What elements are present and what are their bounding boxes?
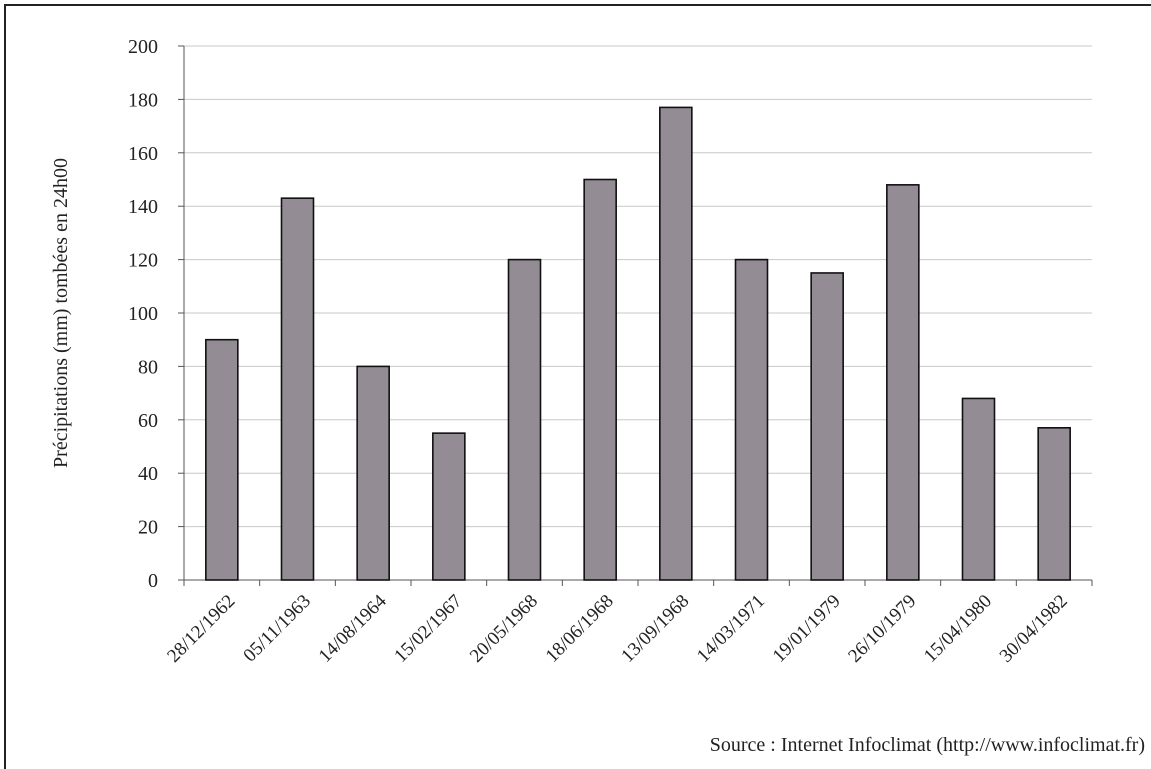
bar-26/10/1979 [886, 184, 920, 581]
bar-14/08/1964 [356, 365, 390, 581]
bar-30/04/1982 [1037, 427, 1071, 581]
y-tick-label: 80 [138, 356, 158, 378]
x-tick-label: 14/08/1964 [315, 590, 391, 666]
y-tick-label: 120 [128, 250, 158, 272]
x-tick-label: 15/04/1980 [920, 591, 996, 667]
bar-13/09/1968 [659, 106, 693, 581]
y-tick-label: 100 [128, 303, 158, 325]
x-tick-label: 28/12/1962 [163, 591, 239, 667]
x-tick-label: 30/04/1982 [996, 591, 1072, 667]
y-tick-label: 180 [128, 89, 158, 111]
bar-15/02/1967 [432, 432, 466, 581]
chart-frame [4, 4, 1151, 769]
y-tick-label: 200 [128, 36, 158, 58]
y-axis-title: Précipitations (mm) tombées en 24h00 [50, 158, 72, 468]
bar-18/06/1968 [583, 178, 617, 581]
x-tick-label: 26/10/1979 [844, 591, 920, 667]
x-tick-label: 14/03/1971 [693, 591, 769, 667]
x-tick-label: 13/09/1968 [617, 591, 693, 667]
x-tick-label: 20/05/1968 [466, 591, 542, 667]
bars [205, 106, 1071, 581]
y-tick-label: 160 [128, 143, 158, 165]
bar-05/11/1963 [280, 197, 315, 581]
x-tick-labels: 28/12/1962 05/11/1963 14/08/1964 15/02/1967… [163, 590, 1071, 666]
bar-28/12/1962 [205, 338, 239, 581]
bar-14/03/1971 [734, 258, 769, 581]
y-tick-label: 140 [128, 196, 158, 218]
gridlines [184, 45, 1092, 528]
x-tick-label: 05/11/1963 [239, 591, 315, 667]
bar-19/01/1979 [810, 272, 844, 581]
source-note: Source : Internet Infoclimat (http://www… [709, 734, 1145, 756]
y-tick-label: 40 [138, 463, 158, 485]
y-tick-label: 60 [138, 410, 158, 432]
axes [178, 45, 1093, 586]
x-tick-label: 19/01/1979 [769, 591, 845, 667]
y-tick-label: 0 [148, 570, 158, 592]
bar-20/05/1968 [507, 258, 542, 581]
y-tick-labels: 0 20 40 60 80 100 120 140 160 180 200 [128, 36, 158, 592]
bar-15/04/1980 [961, 397, 996, 581]
y-tick-label: 20 [138, 517, 158, 539]
x-tick-label: 18/06/1968 [542, 591, 618, 667]
x-tick-label: 15/02/1967 [390, 591, 466, 667]
